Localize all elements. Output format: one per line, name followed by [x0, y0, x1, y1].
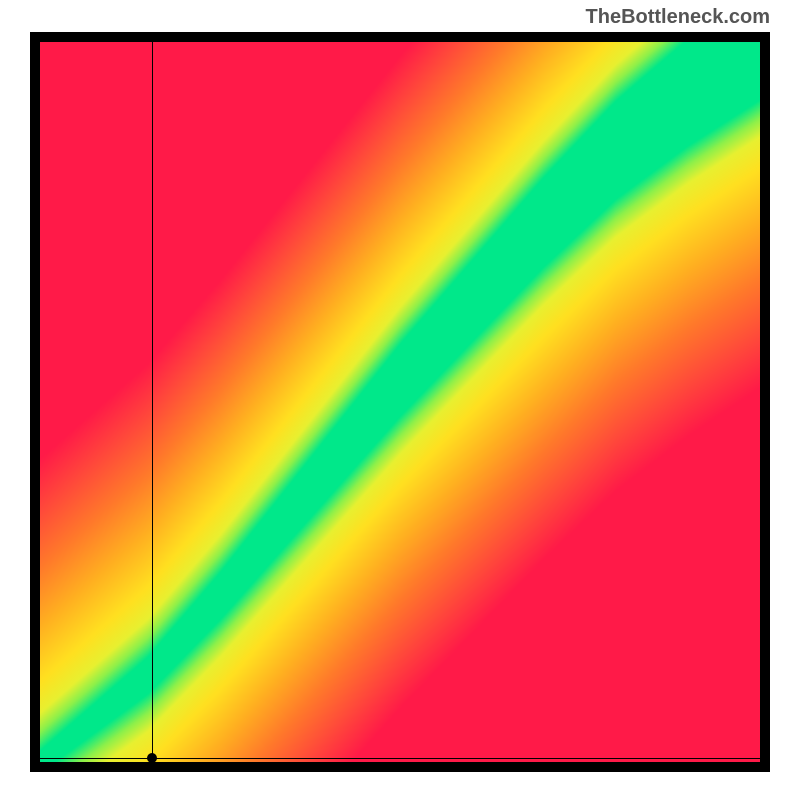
bottleneck-heatmap — [30, 32, 770, 772]
heatmap-canvas — [40, 42, 760, 762]
watermark-text: TheBottleneck.com — [586, 6, 770, 29]
crosshair-vertical — [152, 42, 153, 762]
crosshair-marker — [147, 753, 157, 763]
